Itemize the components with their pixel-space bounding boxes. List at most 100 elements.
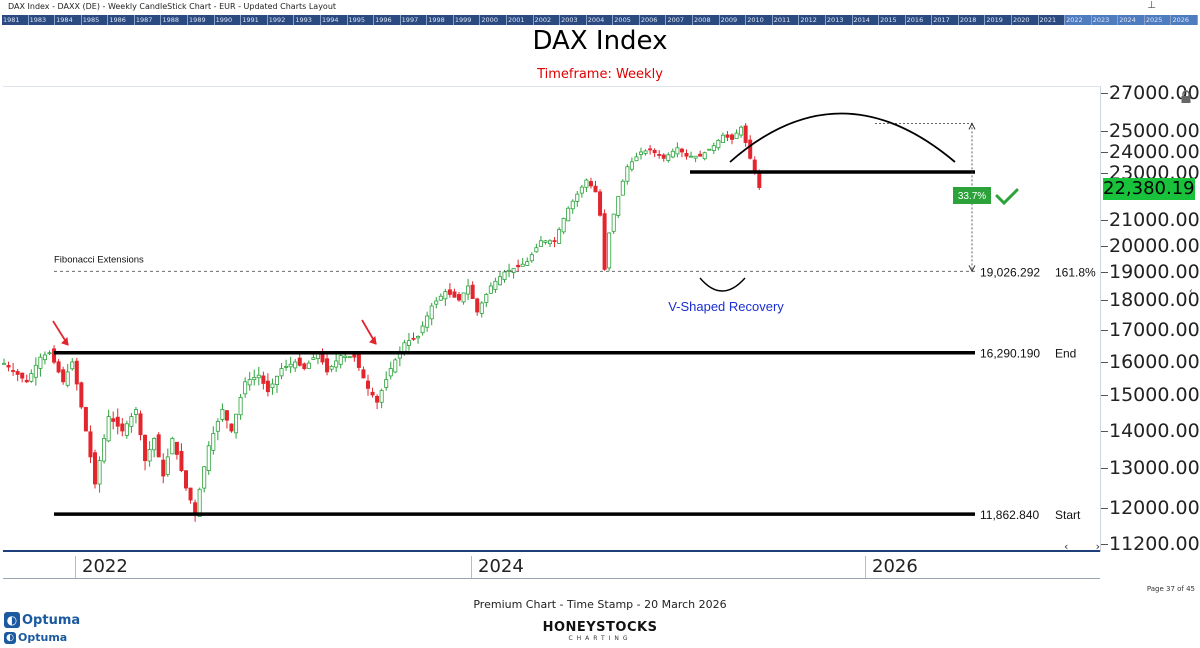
timeline-year[interactable]: 1981 — [2, 15, 29, 25]
candle-body — [120, 423, 125, 432]
optuma-logo-text: Optuma — [22, 612, 81, 628]
candle-body — [516, 264, 521, 268]
candle-body — [675, 147, 680, 155]
timeline-year[interactable]: 2010 — [746, 15, 773, 25]
timeline-year[interactable]: 2011 — [773, 15, 800, 25]
candle-body — [161, 459, 166, 477]
candle-body — [379, 390, 384, 403]
candle-body — [102, 437, 107, 462]
timeline-year[interactable]: 2005 — [613, 15, 640, 25]
timeline-year[interactable]: 2000 — [480, 15, 507, 25]
y-tick-label: 27000.00 — [1109, 82, 1200, 104]
candle-body — [488, 285, 493, 294]
checkmark-icon — [995, 188, 1019, 206]
percent-box-label: 33.7% — [958, 191, 986, 202]
candle-body — [420, 325, 425, 334]
candle-body — [757, 171, 762, 188]
timeline-year[interactable]: 2025 — [1144, 15, 1172, 25]
candle-body — [42, 354, 47, 361]
timeline-year[interactable]: 1990 — [215, 15, 242, 25]
timeline-year[interactable]: 1984 — [55, 15, 82, 25]
timeline-year[interactable]: 1995 — [348, 15, 375, 25]
candle-body — [33, 364, 38, 378]
candle-body — [174, 441, 179, 455]
timeline-year[interactable]: 2024 — [1118, 15, 1145, 25]
timeline-year[interactable]: 2008 — [693, 15, 720, 25]
timeline-year[interactable]: 2023 — [1091, 15, 1119, 25]
candle-body — [311, 357, 316, 360]
candle-body — [725, 134, 730, 138]
candle-body — [520, 263, 525, 267]
y-tick-label: 13000.00 — [1109, 457, 1200, 479]
timeline-year[interactable]: 2018 — [959, 15, 986, 25]
scroll-right-button[interactable]: › — [1095, 540, 1100, 553]
timeline-year[interactable]: 1985 — [82, 15, 109, 25]
candle-body — [607, 232, 612, 269]
timeline-year[interactable]: 2015 — [879, 15, 906, 25]
timeline-year[interactable]: 1997 — [401, 15, 428, 25]
y-tick — [1101, 431, 1108, 432]
candle-body — [133, 408, 138, 415]
timeline-year[interactable]: 2012 — [799, 15, 826, 25]
candle-body — [689, 155, 694, 158]
timeline-year[interactable]: 2017 — [932, 15, 959, 25]
candle-body — [129, 416, 134, 427]
timeline-year[interactable]: 2019 — [985, 15, 1012, 25]
candle-body — [384, 379, 389, 388]
timeline-year[interactable]: 1987 — [135, 15, 162, 25]
timeline-year[interactable]: 2021 — [1039, 15, 1066, 25]
timeline-year[interactable]: 1994 — [321, 15, 348, 25]
lock-icon[interactable] — [1180, 90, 1192, 104]
timeline-year[interactable]: 2020 — [1012, 15, 1039, 25]
candle-body — [570, 200, 575, 210]
optuma-logo-small-text: Optuma — [18, 631, 68, 644]
pin-icon[interactable]: ⊥ — [1147, 0, 1156, 11]
end-label: End — [1055, 347, 1076, 361]
timeline-year[interactable]: 1996 — [374, 15, 401, 25]
timeline-year[interactable]: 2009 — [720, 15, 747, 25]
timeline-year[interactable]: 2013 — [826, 15, 853, 25]
timeline-year[interactable]: 1992 — [268, 15, 295, 25]
x-axis[interactable]: 2022 2024 2026 — [3, 552, 1100, 579]
timeline-year[interactable]: 1998 — [427, 15, 454, 25]
candle-body — [193, 502, 198, 513]
timeline-year[interactable]: 2004 — [587, 15, 614, 25]
timeline-year[interactable]: 1986 — [108, 15, 135, 25]
candle-body — [343, 355, 348, 358]
timeline-year[interactable]: 2001 — [507, 15, 534, 25]
year-timeline[interactable]: 1981 1983 1984 1985 1986 1987 1988 1989 1990 1991… — [2, 15, 1199, 25]
timeline-year[interactable]: 1993 — [294, 15, 321, 25]
timeline-year[interactable]: 2022 — [1065, 15, 1092, 25]
timeline-year[interactable]: 2026 — [1171, 15, 1199, 25]
chart-area[interactable] — [3, 86, 1101, 552]
timeline-year[interactable]: 1983 — [29, 15, 56, 25]
candle-body — [588, 181, 593, 187]
y-tick — [1101, 362, 1108, 363]
timeline-year[interactable]: 1989 — [188, 15, 215, 25]
timeline-year[interactable]: 2007 — [666, 15, 694, 25]
timeline-year[interactable]: 1988 — [161, 15, 189, 25]
y-tick — [1101, 131, 1108, 132]
candle-body — [734, 132, 739, 139]
y-tick-label: 16000.00 — [1109, 351, 1200, 373]
timeline-year[interactable]: 2014 — [853, 15, 880, 25]
timeline-year[interactable]: 2006 — [640, 15, 667, 25]
timeline-year[interactable]: 2002 — [534, 15, 561, 25]
scroll-nav[interactable]: ‹ › — [1064, 540, 1100, 554]
candle-body — [293, 361, 298, 369]
scroll-left-button[interactable]: ‹ — [1064, 540, 1069, 553]
timeline-year[interactable]: 2003 — [560, 15, 587, 25]
candle-body — [511, 268, 516, 273]
timeline-year[interactable]: 2016 — [906, 15, 933, 25]
candle-body — [56, 361, 61, 373]
timeline-year[interactable]: 1991 — [241, 15, 268, 25]
candle-body — [334, 360, 339, 368]
timeline-year[interactable]: 1999 — [454, 15, 481, 25]
collapse-arrow-icon[interactable]: ‹ — [1189, 286, 1193, 297]
candle-body — [347, 356, 352, 359]
candle-body — [534, 247, 539, 253]
candle-body — [270, 383, 275, 389]
candle-body — [284, 365, 289, 368]
candle-body — [375, 395, 380, 403]
